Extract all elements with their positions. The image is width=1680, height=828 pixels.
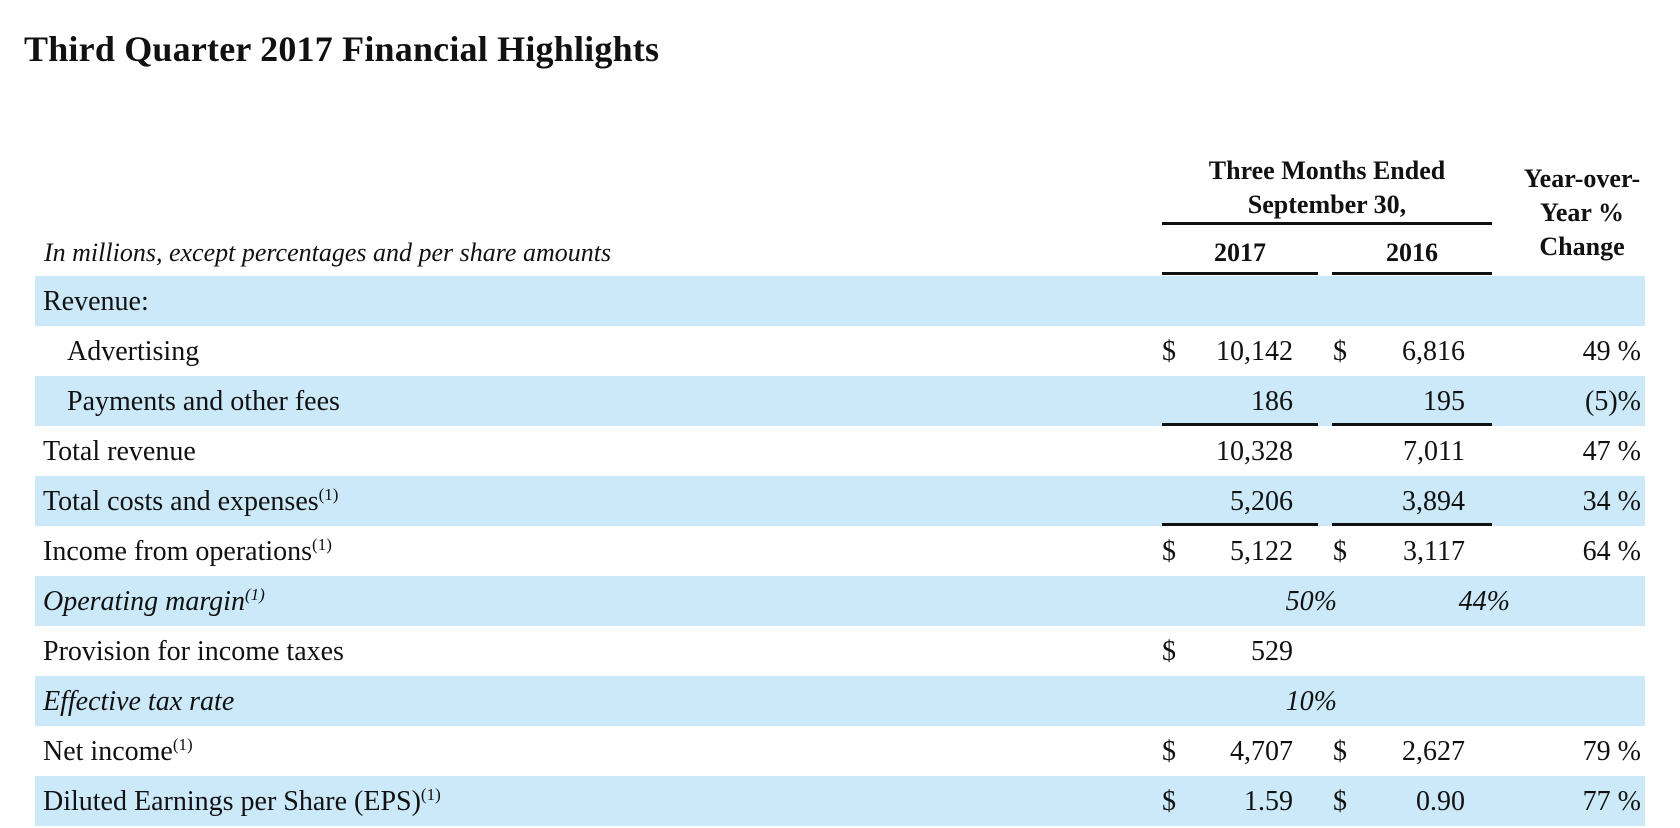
row-label-text: Total costs and expenses [43, 486, 319, 517]
subtotal-rule-2016 [1332, 523, 1492, 526]
yoy-change: 77 % [1582, 786, 1641, 817]
page-title: Third Quarter 2017 Financial Highlights [24, 29, 660, 69]
yoy-header-line3: Change [1539, 232, 1625, 261]
column-rule-2017 [1162, 272, 1318, 275]
table-row-income-from-operations: Income from operations(1) $ 5,122 $ 3,11… [35, 526, 1645, 576]
yoy-change: 79 % [1582, 736, 1641, 767]
value-2016: 2,627 [1402, 736, 1465, 767]
row-label: Diluted Earnings per Share (EPS)(1) [43, 786, 441, 818]
currency-symbol-2017: $ [1162, 536, 1176, 567]
row-label: Income from operations(1) [43, 536, 332, 568]
table-row-diluted-eps: Diluted Earnings per Share (EPS)(1) $ 1.… [35, 776, 1645, 826]
yoy-change: 47 % [1582, 436, 1641, 467]
table-row-provision-for-income-taxes: Provision for income taxes $ 529 [35, 626, 1645, 676]
value-2017: 50% [1285, 586, 1337, 617]
value-2016: 3,117 [1403, 536, 1465, 567]
table-row-operating-margin: Operating margin(1) 50% 44% [35, 576, 1645, 626]
currency-symbol-2016: $ [1333, 536, 1347, 567]
column-header-2017: 2017 [1214, 238, 1266, 267]
value-2017: 10,328 [1216, 436, 1293, 467]
value-2017: 10% [1285, 686, 1337, 717]
value-2016: 3,894 [1402, 486, 1465, 517]
subtotal-rule-2017 [1162, 523, 1318, 526]
currency-symbol-2017: $ [1162, 636, 1176, 667]
row-label-text: Net income [43, 736, 173, 767]
yoy-change: 64 % [1582, 536, 1641, 567]
column-rule-2016 [1332, 272, 1492, 275]
yoy-header: Year-over- Year % Change [1502, 162, 1662, 264]
row-label: Total revenue [43, 436, 196, 467]
row-label: Advertising [67, 336, 200, 367]
value-2016: 7,011 [1403, 436, 1465, 467]
period-header-rule [1162, 222, 1492, 225]
yoy-header-line2: Year % [1539, 198, 1624, 227]
table-row-total-revenue: Total revenue 10,328 7,011 47 % [35, 426, 1645, 476]
yoy-change: 34 % [1582, 486, 1641, 517]
row-label: Operating margin(1) [43, 586, 265, 618]
row-label: Payments and other fees [67, 386, 340, 417]
value-2016: 6,816 [1402, 336, 1465, 367]
value-2016: 0.90 [1416, 786, 1465, 817]
row-label: Effective tax rate [43, 686, 235, 717]
table-row-payments-and-other-fees: Payments and other fees 186 195 (5)% [35, 376, 1645, 426]
value-2017: 10,142 [1216, 336, 1293, 367]
yoy-header-line1: Year-over- [1523, 164, 1641, 193]
currency-symbol-2016: $ [1333, 336, 1347, 367]
table-row-total-costs-and-expenses: Total costs and expenses(1) 5,206 3,894 … [35, 476, 1645, 526]
row-label-text: Operating margin [43, 586, 245, 617]
footnote-marker: (1) [318, 485, 339, 504]
footnote-marker: (1) [420, 785, 441, 804]
currency-symbol-2017: $ [1162, 336, 1176, 367]
table-row-effective-tax-rate: Effective tax rate 10% [35, 676, 1645, 726]
table-row-advertising: Advertising $ 10,142 $ 6,816 49 % [35, 326, 1645, 376]
table-row-net-income: Net income(1) $ 4,707 $ 2,627 79 % [35, 726, 1645, 776]
currency-symbol-2017: $ [1162, 786, 1176, 817]
column-header-2016: 2016 [1386, 238, 1438, 267]
subtotal-rule-2017 [1162, 423, 1318, 426]
footnote-marker: (1) [172, 735, 193, 754]
value-2017: 5,206 [1230, 486, 1293, 517]
table-row-revenue: Revenue: [35, 276, 1645, 326]
value-2017: 1.59 [1244, 786, 1293, 817]
yoy-change: 49 % [1582, 336, 1641, 367]
period-header-line1: Three Months Ended [1208, 156, 1446, 185]
value-2017: 5,122 [1230, 536, 1293, 567]
footnote-marker: (1) [244, 585, 265, 604]
period-header: Three Months Ended September 30, [1162, 154, 1492, 222]
yoy-change: (5)% [1585, 386, 1641, 417]
value-2017: 186 [1251, 386, 1293, 417]
currency-symbol-2017: $ [1162, 736, 1176, 767]
value-2017: 529 [1251, 636, 1293, 667]
row-label: Net income(1) [43, 736, 193, 768]
row-label: Revenue: [43, 286, 149, 317]
value-2016: 195 [1423, 386, 1465, 417]
row-label: Total costs and expenses(1) [43, 486, 338, 518]
row-label: Provision for income taxes [43, 636, 344, 667]
currency-symbol-2016: $ [1333, 786, 1347, 817]
value-2017: 4,707 [1230, 736, 1293, 767]
period-header-line2: September 30, [1247, 190, 1407, 219]
units-note: In millions, except percentages and per … [44, 238, 612, 267]
row-label-text: Income from operations [43, 536, 313, 567]
currency-symbol-2016: $ [1333, 736, 1347, 767]
footnote-marker: (1) [312, 535, 332, 554]
row-label-text: Diluted Earnings per Share (EPS) [43, 786, 421, 817]
subtotal-rule-2016 [1332, 423, 1492, 426]
value-2016: 44% [1458, 586, 1510, 617]
